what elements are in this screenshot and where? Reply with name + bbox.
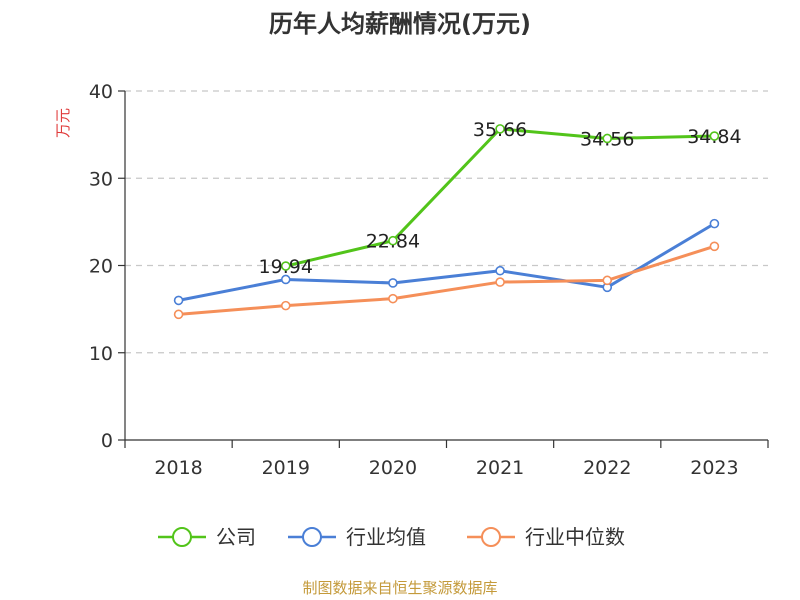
series-1 (173, 218, 720, 306)
legend-marker-0 (172, 527, 192, 547)
legend: 公司 行业均值 行业中位数 (158, 525, 625, 549)
series-0 (280, 124, 720, 271)
data-labels: 19.94 22.84 35.66 34.56 34.84 (259, 119, 742, 278)
series-2 (173, 241, 720, 320)
point-公司-2022 (602, 133, 613, 144)
y-tick-label-10: 10 (89, 343, 113, 365)
x-tick-label-2022: 2022 (583, 457, 631, 479)
legend-marker-1 (302, 527, 322, 547)
series-line-行业均值 (178, 222, 716, 302)
point-行业中位数-2019 (280, 300, 291, 311)
point-行业均值-2020 (388, 278, 398, 288)
point-行业中位数-2020 (388, 293, 398, 304)
point-行业中位数-2021 (495, 277, 505, 287)
source-footer: 制图数据来自恒生聚源数据库 (302, 579, 498, 597)
point-行业均值-2018 (173, 295, 184, 306)
point-行业均值-2019 (280, 274, 291, 285)
y-tick-label-0: 0 (101, 430, 113, 452)
legend-marker-2 (481, 527, 501, 547)
point-行业中位数-2018 (173, 309, 184, 320)
x-tick-label-2018: 2018 (154, 457, 202, 479)
series-lines (173, 124, 720, 320)
series-line-行业中位数 (178, 244, 715, 316)
legend-label-1: 行业均值 (346, 525, 426, 549)
data-label-公司-2020: 22.84 (366, 231, 420, 253)
point-行业中位数-2023 (709, 241, 720, 252)
point-公司-2020 (388, 235, 398, 246)
point-行业均值-2023 (709, 218, 720, 229)
x-tick-label-2023: 2023 (690, 457, 738, 479)
point-公司-2019 (280, 261, 291, 271)
y-tick-label-40: 40 (89, 81, 113, 103)
x-tick-label-2019: 2019 (262, 457, 310, 479)
y-tick-label-20: 20 (89, 256, 113, 278)
axes: 0 10 20 30 40 2018 2019 2020 2021 2022 2023 (89, 81, 769, 479)
x-tick-label-2020: 2020 (369, 457, 417, 479)
series-line-公司 (285, 127, 715, 268)
x-tick-label-2021: 2021 (476, 457, 524, 479)
legend-label-0: 公司 (216, 525, 256, 549)
chart-title: 历年人均薪酬情况(万元) (269, 10, 531, 38)
data-label-公司-2022: 34.56 (580, 128, 634, 150)
y-tick-label-30: 30 (89, 168, 113, 190)
data-label-公司-2019: 19.94 (259, 256, 313, 278)
legend-label-2: 行业中位数 (525, 525, 625, 549)
grid-lines (125, 90, 768, 354)
point-行业均值-2021 (495, 265, 505, 276)
point-公司-2023 (709, 131, 720, 141)
point-公司-2021 (495, 124, 505, 134)
y-axis-label: 万元 (54, 108, 72, 138)
data-label-公司-2023: 34.84 (687, 126, 741, 148)
data-label-公司-2021: 35.66 (473, 119, 527, 141)
point-行业中位数-2022 (602, 275, 613, 286)
